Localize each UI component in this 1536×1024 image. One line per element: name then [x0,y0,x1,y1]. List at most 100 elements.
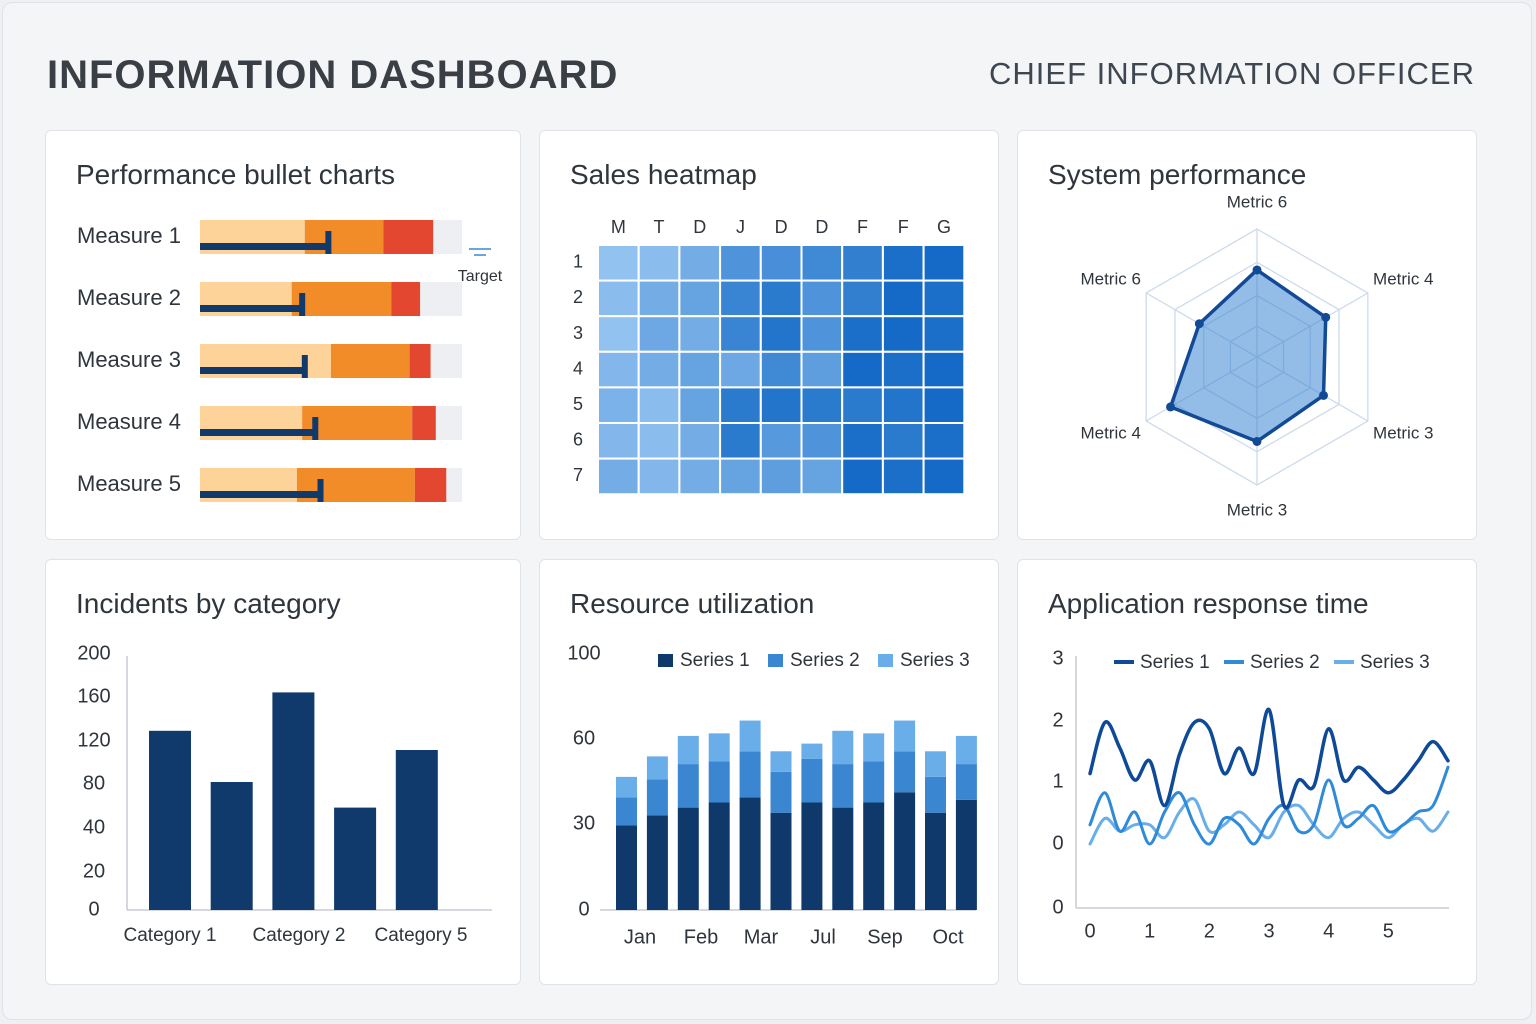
heatmap-cell [800,457,844,496]
bullet-measure-label: Measure 3 [77,347,181,372]
heatmap-column-label: T [654,217,665,237]
bullet-value-bar [200,491,321,498]
radar-value-area [1168,268,1328,444]
response-series-line [1088,797,1450,846]
bullet-target-marker [317,479,324,502]
x-tick-label: 4 [1323,920,1334,942]
resource-card: Resource utilization 0 30 60 100 Jan Feb Mar Ju… [539,559,999,985]
y-tick-label: 0 [1052,832,1063,854]
heatmap-cell [597,279,640,318]
heatmap-row-label: 2 [573,287,583,307]
target-legend-label: Target [458,268,503,285]
stacked-bar-segment [801,743,823,759]
radar-title: System performance [1048,159,1307,190]
bullet-range-band [331,344,410,378]
bullet-range-band [412,406,436,440]
stacked-bar-segment [770,771,792,813]
radar-axis-label: Metric 6 [1080,269,1140,288]
incident-bar [272,692,315,910]
stacked-bar-segment [770,812,792,910]
legend-label: Series 3 [1360,652,1430,673]
heatmap-cell [922,457,966,496]
y-tick-label: 2 [1052,709,1063,731]
bullet-range-band [383,220,434,254]
heatmap-column-label: D [775,217,788,237]
stacked-bar-segment [894,751,916,793]
heatmap-cell [597,457,640,496]
radar-axis-label: Metric 3 [1227,500,1287,519]
bullet-target-marker [312,417,319,440]
heatmap-cell [637,422,681,460]
stacked-bar-segment [863,761,885,803]
heatmap-cell [719,279,762,318]
stacked-bar-segment [708,802,730,910]
stacked-bar-segment [646,815,668,910]
bullet-target-marker [325,231,332,254]
stacked-bar-segment [646,779,668,816]
bullet-chart-card: Performance bullet charts Measure 1 Measu… [45,130,521,540]
heatmap-card: Sales heatmap M T D J D D F F G 1 2 3 4 5 6 7 [539,130,999,540]
radar-point [1194,319,1204,329]
bullet-range-band [391,282,421,316]
stacked-bar-segment [677,764,699,808]
legend-label: Series 3 [900,650,970,671]
heatmap-column-label: G [937,217,951,237]
incidents-title: Incidents by category [76,588,341,619]
heatmap-cell [597,386,640,424]
heatmap-cell [841,279,884,318]
stacked-bar-segment [739,797,761,910]
heatmap-cell [759,350,803,389]
legend-swatch [658,654,673,667]
bullet-range-band [302,406,413,440]
stacked-bar-segment [955,764,977,800]
heatmap-cell [678,315,722,353]
stacked-bar-segment [832,764,854,808]
heatmap-cell [759,422,803,460]
stacked-bar-segment [863,802,885,910]
heatmap-cell [800,386,844,424]
bullet-value-bar [200,305,303,312]
radar-point [1319,390,1329,400]
bullet-measure-label: Measure 2 [77,285,181,310]
x-tick-label: Category 5 [375,925,468,946]
heatmap-cell [881,350,925,389]
resource-chart: 0 30 60 100 Jan Feb Mar Jul Sep Oct Series 1 Series… [567,642,977,948]
incidents-card: Incidents by category 0 20 40 80 120 160 200 Ca… [45,559,521,985]
incidents-chart: 0 20 40 80 120 160 200 Category 1 Category 2 Cate… [77,642,492,946]
x-tick-label: Jul [810,926,836,948]
heatmap-cell [719,315,762,353]
y-tick-label: 1 [1052,770,1063,792]
heatmap-cell [678,457,722,496]
radar-point [1252,436,1262,446]
y-tick-label: 60 [573,727,595,749]
legend-label: Series 2 [1250,652,1320,673]
heatmap-column-label: F [898,217,909,237]
heatmap-cell [637,386,681,424]
bullet-target-marker [301,355,308,378]
heatmap-cell [800,422,844,460]
heatmap-cell [922,350,966,389]
legend-swatch [878,654,893,667]
radar-chart: Metric 6 Metric 4 Metric 3 Metric 3 Metric 4… [1080,192,1433,519]
radar-axis-label: Metric 3 [1373,423,1433,442]
heatmap-cell [841,350,884,389]
y-tick-label: 80 [83,772,105,794]
heatmap-column-label: D [815,217,828,237]
heatmap-cell [841,244,884,282]
stacked-bar-segment [646,756,668,780]
x-tick-label: 2 [1204,920,1215,942]
heatmap-cell [922,422,966,460]
heatmap-cell [759,386,803,424]
response-title: Application response time [1048,588,1369,619]
heatmap-column-label: J [736,217,745,237]
heatmap-cell [800,244,844,282]
heatmap-cell [637,279,681,318]
heatmap-cell [678,244,722,282]
heatmap-cell [597,422,640,460]
incident-bar [149,730,191,910]
x-tick-label: Jan [624,926,656,948]
heatmap-cell [800,279,844,318]
stacked-bar-segment [801,758,823,803]
radar-axis-label: Metric 6 [1227,192,1287,211]
heatmap-cell [597,315,640,353]
